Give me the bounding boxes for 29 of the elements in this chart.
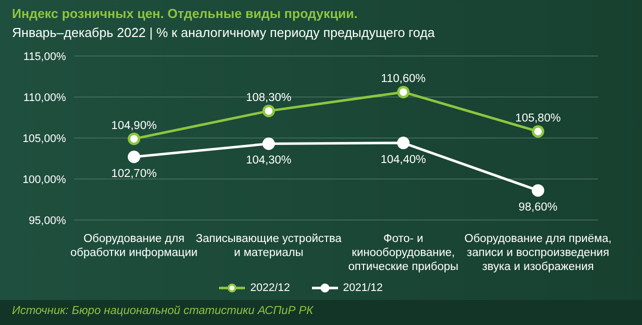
legend-label: 2022/12 xyxy=(249,282,290,294)
y-tick-label: 105,00% xyxy=(22,132,66,145)
y-tick-label: 95,00% xyxy=(28,214,66,227)
point xyxy=(397,136,410,150)
data-label: 104,90% xyxy=(111,120,157,132)
data-label: 104,40% xyxy=(380,154,426,166)
legend-label: 2021/12 xyxy=(342,282,383,294)
x-tick-label: Записывающие устройства и материалы xyxy=(196,233,342,259)
x-tick-label: Оборудование для приёма, записи и воспроизведения звука и изображения xyxy=(464,233,612,273)
point xyxy=(532,125,544,138)
point xyxy=(128,132,140,146)
point xyxy=(128,150,140,164)
data-label: 102,70% xyxy=(111,168,157,180)
y-tick-label: 100,00% xyxy=(22,174,66,186)
x-tick-label: Фото- и кинооборудование, оптические приборы xyxy=(348,233,458,273)
point xyxy=(262,137,275,150)
chart-title: Индекс розничных цен. Отдельные виды продукции. xyxy=(12,6,358,21)
chart-subtitle: Январь–декабрь 2022 | % к аналогичному периоду предыдущего года xyxy=(12,25,435,40)
data-label: 98,60% xyxy=(518,201,558,214)
y-tick-label: 115,00% xyxy=(23,50,66,63)
point xyxy=(262,104,275,118)
data-label: 105,80% xyxy=(515,112,561,124)
data-label: 104,30% xyxy=(246,154,292,167)
text: Источник: Бюро национальной статистики АСПиР РК xyxy=(12,305,314,317)
y-tick-label: 110,00% xyxy=(23,92,66,104)
data-label: 110,60% xyxy=(381,73,426,86)
point xyxy=(532,184,544,197)
data-label: 108,30% xyxy=(246,92,292,104)
point xyxy=(397,86,410,98)
